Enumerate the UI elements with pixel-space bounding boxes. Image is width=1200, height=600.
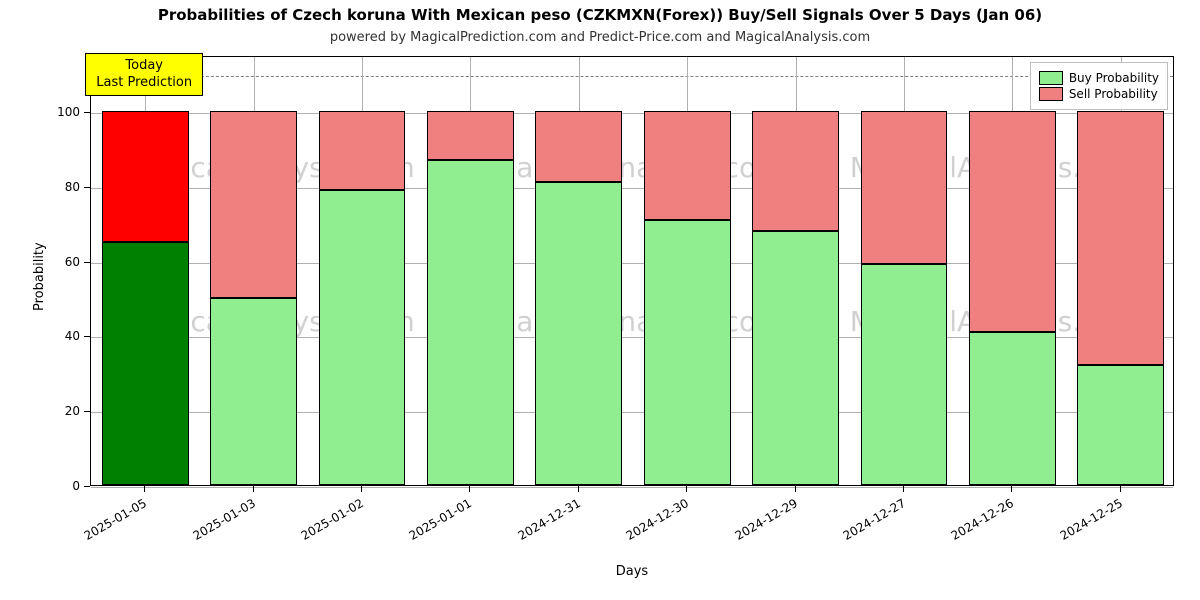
xtick-label: 2025-01-01 [407, 496, 474, 543]
bar-buy [319, 190, 406, 485]
ytick-mark [84, 336, 90, 337]
chart-subtitle: powered by MagicalPrediction.com and Pre… [0, 30, 1200, 45]
bar-group [969, 55, 1056, 485]
legend-item-sell: Sell Probability [1039, 87, 1159, 101]
xtick-label: 2024-12-26 [949, 496, 1016, 543]
xtick-mark [795, 486, 796, 492]
bar-group [752, 55, 839, 485]
ytick-label: 60 [40, 255, 80, 269]
xtick-label: 2024-12-30 [624, 496, 691, 543]
bar-buy [535, 182, 622, 485]
ytick-mark [84, 187, 90, 188]
xtick-mark [578, 486, 579, 492]
bar-buy [427, 160, 514, 485]
bar-buy [210, 298, 297, 485]
bar-group [319, 55, 406, 485]
annotation-line1: Today [96, 58, 192, 74]
bar-sell [1077, 111, 1164, 365]
bar-buy [861, 264, 948, 485]
chart-title: Probabilities of Czech koruna With Mexic… [0, 6, 1200, 24]
ytick-mark [84, 262, 90, 263]
bar-group [1077, 55, 1164, 485]
xtick-mark [1120, 486, 1121, 492]
legend-label-buy: Buy Probability [1069, 71, 1159, 85]
xtick-mark [686, 486, 687, 492]
bar-sell [752, 111, 839, 231]
bar-sell [427, 111, 514, 160]
ytick-label: 20 [40, 404, 80, 418]
bar-group [210, 55, 297, 485]
ytick-label: 80 [40, 180, 80, 194]
bar-sell [210, 111, 297, 298]
x-axis-label: Days [90, 564, 1174, 579]
bar-sell [102, 111, 189, 242]
xtick-mark [144, 486, 145, 492]
bar-buy [752, 231, 839, 485]
bar-buy [969, 332, 1056, 485]
today-annotation: Today Last Prediction [85, 53, 203, 96]
bar-sell [861, 111, 948, 264]
bar-group [861, 55, 948, 485]
bar-sell [644, 111, 731, 219]
legend-swatch-sell [1039, 87, 1063, 101]
bar-buy [102, 242, 189, 485]
ytick-mark [84, 486, 90, 487]
xtick-mark [1011, 486, 1012, 492]
xtick-label: 2024-12-31 [515, 496, 582, 543]
xtick-label: 2025-01-03 [190, 496, 257, 543]
bar-group [427, 55, 514, 485]
ytick-mark [84, 411, 90, 412]
bar-sell [969, 111, 1056, 332]
ytick-label: 100 [40, 105, 80, 119]
xtick-mark [253, 486, 254, 492]
bar-sell [319, 111, 406, 190]
bar-buy [644, 220, 731, 485]
ytick-mark [84, 112, 90, 113]
xtick-mark [469, 486, 470, 492]
chart-container: Probabilities of Czech koruna With Mexic… [0, 0, 1200, 600]
bar-sell [535, 111, 622, 182]
bar-group [535, 55, 622, 485]
legend-item-buy: Buy Probability [1039, 71, 1159, 85]
ytick-label: 40 [40, 329, 80, 343]
legend-label-sell: Sell Probability [1069, 87, 1158, 101]
xtick-label: 2024-12-27 [841, 496, 908, 543]
bar-buy [1077, 365, 1164, 485]
ytick-label: 0 [40, 479, 80, 493]
xtick-label: 2025-01-02 [299, 496, 366, 543]
xtick-label: 2024-12-29 [732, 496, 799, 543]
annotation-line2: Last Prediction [96, 75, 192, 91]
xtick-mark [361, 486, 362, 492]
bar-group [644, 55, 731, 485]
xtick-label: 2024-12-25 [1057, 496, 1124, 543]
xtick-label: 2025-01-05 [82, 496, 149, 543]
legend-swatch-buy [1039, 71, 1063, 85]
plot-area: MagicalAnalysis.comMagicalAnalysis.comMa… [90, 56, 1174, 486]
bar-group [102, 55, 189, 485]
xtick-mark [903, 486, 904, 492]
legend: Buy Probability Sell Probability [1030, 62, 1168, 110]
y-axis-label: Probability [32, 242, 47, 311]
